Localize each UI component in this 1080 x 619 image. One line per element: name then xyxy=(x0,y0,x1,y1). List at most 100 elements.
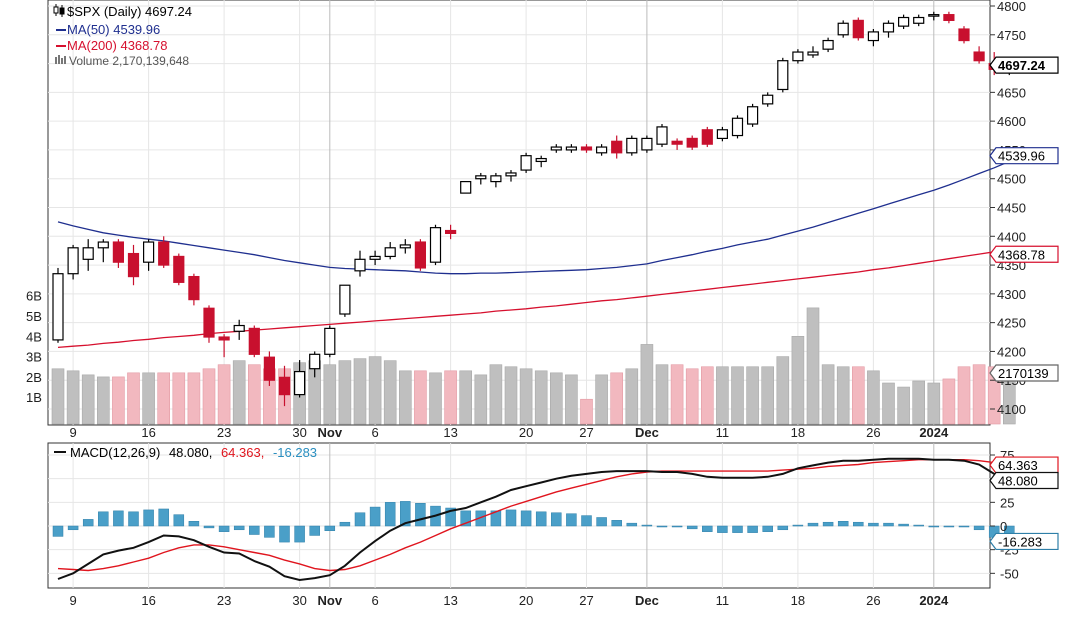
candle-body xyxy=(82,247,94,260)
ma200-path xyxy=(57,248,1010,349)
histogram-bar xyxy=(354,512,366,527)
volume-bar xyxy=(534,370,548,425)
candle-body xyxy=(580,146,593,151)
x-tick-label: 30 xyxy=(292,425,306,440)
candle-body xyxy=(127,252,140,278)
x-tick-label: 9 xyxy=(69,593,76,608)
candle-body xyxy=(731,117,744,137)
volume-tick-label: 2B xyxy=(26,370,42,385)
volume-bar xyxy=(821,364,835,425)
candle xyxy=(777,57,789,93)
legend-volume: Volume 2,170,139,648 xyxy=(69,54,189,68)
x-tick-label: 11 xyxy=(716,593,730,608)
candle-body xyxy=(746,106,759,125)
macd-tick-label: 0 xyxy=(1000,519,1007,534)
volume-tick-label: 4B xyxy=(26,329,42,344)
histogram-bar xyxy=(702,525,713,532)
candle-body xyxy=(399,244,411,249)
histogram-bar xyxy=(249,525,260,535)
histogram-bar xyxy=(656,525,668,528)
candle-body xyxy=(460,180,472,194)
candle-body xyxy=(611,140,623,154)
histogram-bar xyxy=(143,509,154,527)
volume-bar xyxy=(882,382,895,425)
histogram-bar xyxy=(913,524,924,527)
ma50-tag: 4539.96 xyxy=(989,147,1059,165)
histogram-bar xyxy=(369,506,381,527)
x-tick-label: Nov xyxy=(318,425,343,440)
histogram-bar xyxy=(490,510,502,527)
candle-body xyxy=(158,241,170,266)
candle xyxy=(550,144,562,153)
volume-bar xyxy=(127,372,140,425)
price-tag-text: 4697.24 xyxy=(998,58,1046,73)
candle xyxy=(369,250,381,266)
ma50-tag-text: 4539.96 xyxy=(998,149,1045,164)
candle-body xyxy=(595,146,608,154)
volume-tick-label: 5B xyxy=(26,309,42,324)
price-tick-label: 4400 xyxy=(997,229,1026,244)
volume-bar xyxy=(595,374,608,425)
histogram-bar xyxy=(52,525,64,537)
candle xyxy=(852,17,864,41)
volume-bar xyxy=(670,364,684,425)
macd-hist-tag-text: -16.283 xyxy=(998,534,1042,549)
candle xyxy=(188,273,200,306)
histogram-bar xyxy=(566,513,577,527)
volume-bar xyxy=(867,370,880,425)
x-tick-label: 13 xyxy=(443,425,457,440)
candle xyxy=(309,351,321,378)
volume-bar xyxy=(549,372,563,425)
price-tag: 4697.24 xyxy=(989,56,1059,74)
volume-bar xyxy=(942,378,956,425)
candle xyxy=(429,224,442,266)
candle xyxy=(294,360,306,398)
candle xyxy=(641,135,653,153)
histogram-bar xyxy=(324,525,336,531)
volume-bar xyxy=(353,358,367,425)
histogram-bar xyxy=(928,525,940,528)
candle xyxy=(580,144,593,153)
price-tick-label: 4200 xyxy=(997,344,1026,359)
volume-bar xyxy=(414,370,427,425)
volume-bar xyxy=(232,360,246,425)
candle xyxy=(701,126,713,148)
price-tick-label: 4650 xyxy=(997,85,1026,100)
candle xyxy=(324,325,336,358)
candle xyxy=(67,244,79,280)
volume-bar xyxy=(972,364,986,425)
candle xyxy=(822,37,834,53)
volume-bar xyxy=(565,374,578,425)
x-tick-label: 23 xyxy=(217,593,231,608)
candle xyxy=(263,351,275,386)
candle-body xyxy=(867,31,880,42)
candle-body xyxy=(807,51,819,56)
macd-line xyxy=(57,457,1010,582)
candle xyxy=(928,11,940,21)
macd-legend: MACD(12,26,9) 48.080, 64.363, -16.283 xyxy=(54,445,317,460)
candle-body xyxy=(173,255,185,283)
ma200-tag: 4368.78 xyxy=(989,245,1059,263)
candle-body xyxy=(882,22,895,33)
candle-body xyxy=(716,129,729,140)
candle xyxy=(218,334,230,358)
candle-body xyxy=(188,275,200,301)
histogram-bar xyxy=(822,521,834,527)
candle xyxy=(731,115,744,139)
macd-legend-label: MACD(12,26,9) xyxy=(70,445,160,460)
legend-ma50: MA(50) 4539.96 xyxy=(67,22,160,37)
volume-bar xyxy=(383,360,397,425)
x-tick-label: 11 xyxy=(716,425,730,440)
histogram-bar xyxy=(717,525,728,533)
volume-bar xyxy=(81,374,95,425)
grid-layer xyxy=(48,0,990,588)
volume-bar xyxy=(655,364,669,425)
candle xyxy=(278,365,291,407)
price-tick-label: 4300 xyxy=(997,287,1026,302)
volume-bar xyxy=(746,366,759,425)
volume-tick-label: 1B xyxy=(26,390,42,405)
candle-body xyxy=(233,324,245,332)
x-tick-label: 26 xyxy=(866,593,880,608)
candle xyxy=(127,244,140,286)
candle-body xyxy=(445,229,457,235)
